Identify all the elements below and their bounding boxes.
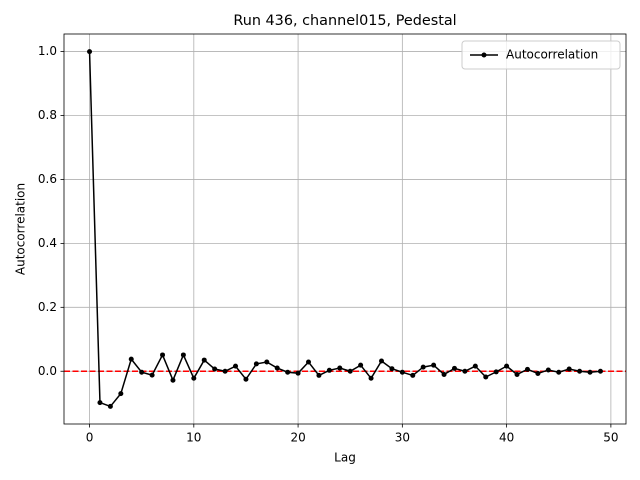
data-point <box>180 352 186 358</box>
data-point <box>233 363 239 369</box>
data-point <box>139 369 145 375</box>
x-axis-label: Lag <box>334 451 356 465</box>
data-line <box>88 51 601 408</box>
x-tick-label: 0 <box>86 431 94 445</box>
data-point <box>566 366 572 372</box>
data-point <box>87 49 93 55</box>
data-point <box>451 365 457 371</box>
data-point <box>587 369 593 375</box>
y-tick-label: 0.0 <box>38 364 57 378</box>
data-point <box>504 363 510 369</box>
y-tick-label: 0.6 <box>38 172 57 186</box>
y-tick-label: 0.8 <box>38 108 57 122</box>
data-point <box>493 369 499 375</box>
legend-label: Autocorrelation <box>506 48 598 62</box>
x-tick-label: 40 <box>499 431 514 445</box>
data-point <box>285 369 291 375</box>
legend-box <box>461 40 621 70</box>
data-point <box>545 367 551 373</box>
data-point <box>295 370 301 376</box>
data-point <box>222 368 228 374</box>
data-point <box>472 363 478 369</box>
data-point <box>514 371 520 377</box>
y-tick-label: 0.4 <box>38 236 57 250</box>
data-point <box>274 365 280 371</box>
data-point <box>337 365 343 371</box>
legend-marker <box>481 52 487 58</box>
data-point <box>441 371 447 377</box>
data-point <box>316 372 322 378</box>
data-point <box>191 375 197 381</box>
y-axis-label: Autocorrelation <box>14 183 28 275</box>
data-point <box>524 366 530 372</box>
data-point <box>212 366 218 372</box>
data-point <box>97 400 103 406</box>
data-point <box>368 375 374 381</box>
data-point <box>170 377 176 383</box>
y-tick-label: 1.0 <box>38 44 57 58</box>
data-point <box>358 362 364 368</box>
data-point <box>160 352 166 358</box>
data-point <box>107 403 113 409</box>
data-point <box>431 362 437 368</box>
data-point <box>483 374 489 380</box>
data-point <box>389 366 395 372</box>
data-point <box>306 359 312 365</box>
data-point <box>347 368 353 374</box>
data-point <box>201 357 207 363</box>
data-point <box>535 370 541 376</box>
data-point <box>556 369 562 375</box>
data-point <box>128 356 134 362</box>
plot-frame <box>63 33 627 425</box>
data-point <box>399 369 405 375</box>
data-point <box>326 367 332 373</box>
data-point <box>577 368 583 374</box>
data-point <box>410 372 416 378</box>
data-point <box>420 364 426 370</box>
x-tick-label: 20 <box>290 431 305 445</box>
data-point <box>597 368 603 374</box>
data-point <box>378 358 384 364</box>
x-tick-label: 10 <box>186 431 201 445</box>
data-point <box>118 391 124 397</box>
data-point <box>264 359 270 365</box>
x-tick-label: 30 <box>395 431 410 445</box>
y-tick-label: 0.2 <box>38 300 57 314</box>
data-point <box>243 376 249 382</box>
data-point <box>149 372 155 378</box>
chart-title: Run 436, channel015, Pedestal <box>233 13 456 29</box>
data-point <box>462 368 468 374</box>
x-tick-label: 50 <box>603 431 618 445</box>
data-point <box>253 361 259 367</box>
